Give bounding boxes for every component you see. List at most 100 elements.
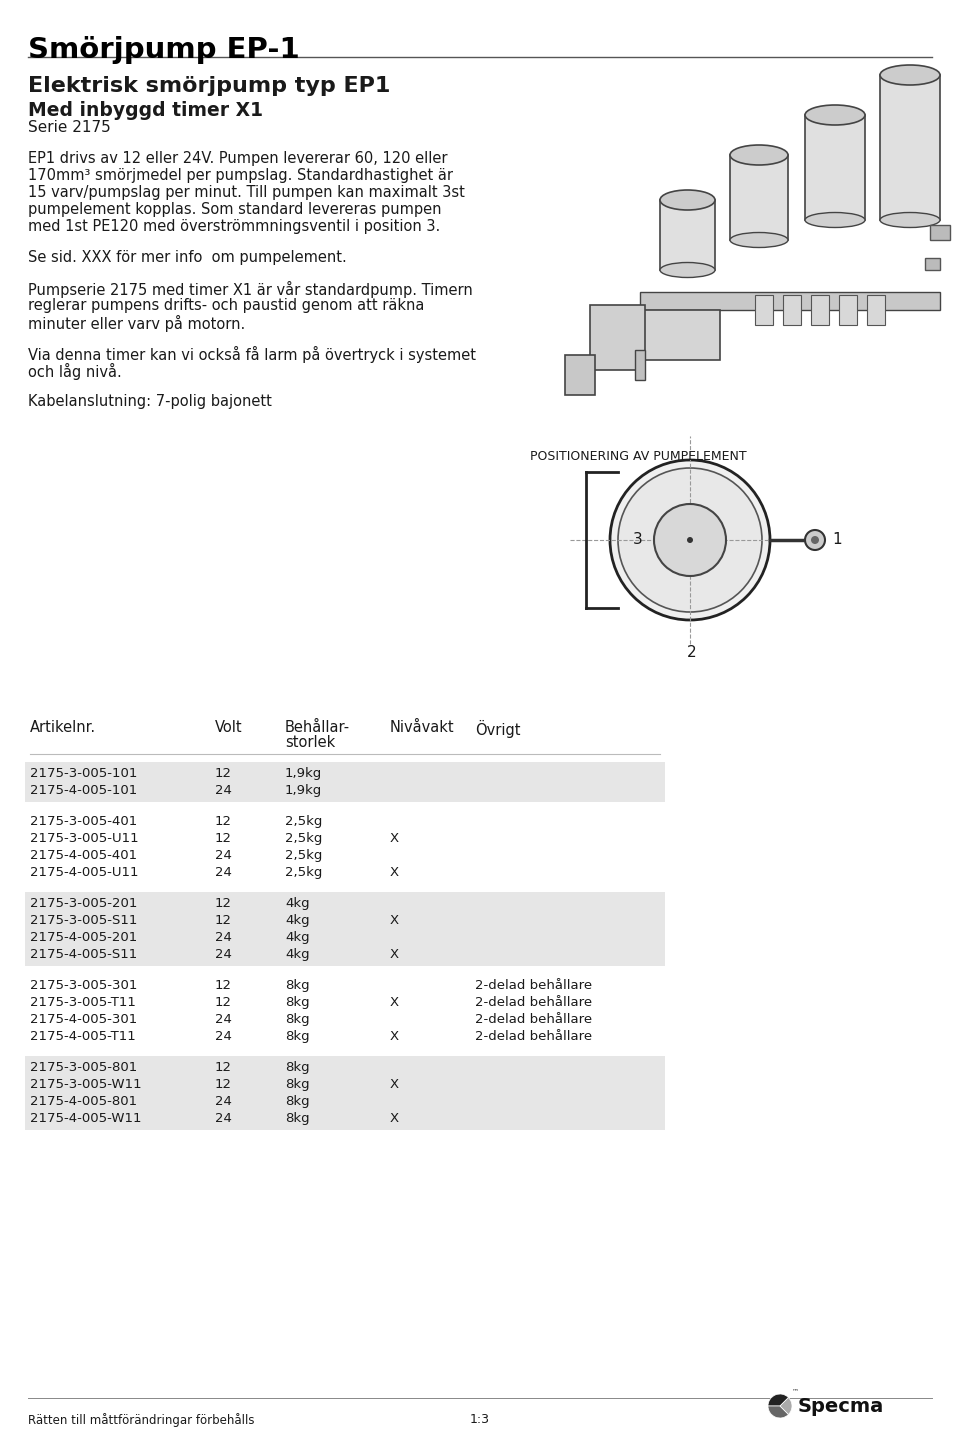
Text: 2175-3-005-T11: 2175-3-005-T11 bbox=[30, 997, 136, 1010]
Bar bbox=[635, 350, 645, 380]
Text: 8kg: 8kg bbox=[285, 1012, 310, 1025]
Bar bbox=[565, 356, 595, 394]
Text: Serie 2175: Serie 2175 bbox=[28, 120, 110, 135]
Bar bbox=[25, 974, 665, 1048]
Text: 1:3: 1:3 bbox=[470, 1412, 490, 1425]
Circle shape bbox=[811, 536, 819, 543]
Text: 3: 3 bbox=[634, 532, 643, 548]
Text: 2-delad behållare: 2-delad behållare bbox=[475, 1030, 592, 1043]
Text: 1,9kg: 1,9kg bbox=[285, 767, 323, 780]
Text: 12: 12 bbox=[215, 832, 232, 845]
Text: EP1 drivs av 12 eller 24V. Pumpen levererar 60, 120 eller: EP1 drivs av 12 eller 24V. Pumpen levere… bbox=[28, 151, 447, 166]
Text: Nivåvakt: Nivåvakt bbox=[390, 720, 455, 736]
Ellipse shape bbox=[660, 262, 715, 278]
Text: 24: 24 bbox=[215, 784, 232, 797]
Text: X: X bbox=[390, 832, 399, 845]
Text: Se sid. XXX för mer info  om pumpelement.: Se sid. XXX för mer info om pumpelement. bbox=[28, 250, 347, 265]
Text: 8kg: 8kg bbox=[285, 1111, 310, 1126]
Text: 12: 12 bbox=[215, 997, 232, 1010]
Ellipse shape bbox=[660, 189, 715, 209]
Text: 2,5kg: 2,5kg bbox=[285, 849, 323, 862]
Text: 1,9kg: 1,9kg bbox=[285, 784, 323, 797]
Text: 2,5kg: 2,5kg bbox=[285, 866, 323, 879]
Text: 2175-4-005-101: 2175-4-005-101 bbox=[30, 784, 137, 797]
Text: 8kg: 8kg bbox=[285, 1061, 310, 1074]
Text: Elektrisk smörjpump typ EP1: Elektrisk smörjpump typ EP1 bbox=[28, 76, 391, 96]
Wedge shape bbox=[780, 1398, 792, 1414]
Text: 2,5kg: 2,5kg bbox=[285, 815, 323, 827]
Text: Artikelnr.: Artikelnr. bbox=[30, 720, 96, 736]
Text: Rätten till måttförändringar förbehålls: Rätten till måttförändringar förbehålls bbox=[28, 1412, 254, 1427]
Text: 24: 24 bbox=[215, 866, 232, 879]
Text: 2175-3-005-U11: 2175-3-005-U11 bbox=[30, 832, 138, 845]
Text: 2175-3-005-801: 2175-3-005-801 bbox=[30, 1061, 137, 1074]
Text: 12: 12 bbox=[215, 815, 232, 827]
Text: ™: ™ bbox=[792, 1388, 799, 1394]
Text: 24: 24 bbox=[215, 849, 232, 862]
Circle shape bbox=[687, 536, 693, 543]
Bar bbox=[590, 305, 645, 370]
Bar bbox=[930, 225, 950, 239]
Text: 8kg: 8kg bbox=[285, 997, 310, 1010]
Text: 2-delad behållare: 2-delad behållare bbox=[475, 997, 592, 1010]
Text: 2175-3-005-W11: 2175-3-005-W11 bbox=[30, 1078, 142, 1091]
Text: 2175-3-005-401: 2175-3-005-401 bbox=[30, 815, 137, 827]
Text: 24: 24 bbox=[215, 1012, 232, 1025]
Text: och låg nivå.: och låg nivå. bbox=[28, 363, 122, 380]
Ellipse shape bbox=[730, 232, 788, 248]
Circle shape bbox=[805, 531, 825, 551]
Bar bbox=[839, 295, 857, 326]
Text: 15 varv/pumpslag per minut. Till pumpen kan maximalt 3st: 15 varv/pumpslag per minut. Till pumpen … bbox=[28, 185, 465, 199]
Bar bbox=[490, 65, 950, 430]
Text: 4kg: 4kg bbox=[285, 931, 310, 944]
Text: 4kg: 4kg bbox=[285, 948, 310, 961]
Text: 12: 12 bbox=[215, 767, 232, 780]
Text: minuter eller varv på motorn.: minuter eller varv på motorn. bbox=[28, 315, 245, 333]
Bar bbox=[755, 295, 773, 326]
Text: 12: 12 bbox=[215, 898, 232, 911]
Text: 2175-3-005-301: 2175-3-005-301 bbox=[30, 979, 137, 992]
Text: 8kg: 8kg bbox=[285, 1078, 310, 1091]
Text: X: X bbox=[390, 1030, 399, 1043]
Bar bbox=[25, 892, 665, 967]
Text: Övrigt: Övrigt bbox=[475, 720, 520, 739]
Text: 12: 12 bbox=[215, 1061, 232, 1074]
Text: 2175-3-005-201: 2175-3-005-201 bbox=[30, 898, 137, 911]
Text: Kabelanslutning: 7-polig bajonett: Kabelanslutning: 7-polig bajonett bbox=[28, 394, 272, 409]
Ellipse shape bbox=[880, 65, 940, 85]
Text: 2175-4-005-301: 2175-4-005-301 bbox=[30, 1012, 137, 1025]
Ellipse shape bbox=[805, 105, 865, 125]
Text: 2175-4-005-W11: 2175-4-005-W11 bbox=[30, 1111, 141, 1126]
Text: 12: 12 bbox=[215, 913, 232, 926]
Text: 24: 24 bbox=[215, 1096, 232, 1108]
Text: 2,5kg: 2,5kg bbox=[285, 832, 323, 845]
Bar bbox=[25, 1055, 665, 1130]
Text: X: X bbox=[390, 948, 399, 961]
Text: med 1st PE120 med överströmmningsventil i position 3.: med 1st PE120 med överströmmningsventil … bbox=[28, 219, 441, 234]
Text: 1: 1 bbox=[832, 532, 842, 548]
Wedge shape bbox=[768, 1405, 788, 1418]
Bar bbox=[640, 293, 940, 310]
Text: 8kg: 8kg bbox=[285, 1030, 310, 1043]
Text: X: X bbox=[390, 866, 399, 879]
Bar bbox=[640, 310, 720, 360]
Text: Pumpserie 2175 med timer X1 är vår standardpump. Timern: Pumpserie 2175 med timer X1 är vår stand… bbox=[28, 281, 472, 298]
Text: 170mm³ smörjmedel per pumpslag. Standardhastighet är: 170mm³ smörjmedel per pumpslag. Standard… bbox=[28, 168, 453, 184]
Text: Via denna timer kan vi också få larm på övertryck i systemet: Via denna timer kan vi också få larm på … bbox=[28, 346, 476, 363]
Text: 2175-4-005-U11: 2175-4-005-U11 bbox=[30, 866, 138, 879]
Bar bbox=[25, 810, 665, 883]
Text: 2-delad behållare: 2-delad behållare bbox=[475, 1012, 592, 1025]
Text: 2175-4-005-801: 2175-4-005-801 bbox=[30, 1096, 137, 1108]
Text: POSITIONERING AV PUMPELEMENT: POSITIONERING AV PUMPELEMENT bbox=[530, 450, 747, 463]
Ellipse shape bbox=[805, 212, 865, 228]
Text: Med inbyggd timer X1: Med inbyggd timer X1 bbox=[28, 100, 263, 120]
Text: X: X bbox=[390, 997, 399, 1010]
Text: 12: 12 bbox=[215, 1078, 232, 1091]
Text: 2175-4-005-201: 2175-4-005-201 bbox=[30, 931, 137, 944]
Bar bbox=[925, 258, 940, 270]
Text: 2: 2 bbox=[687, 645, 697, 660]
Text: 24: 24 bbox=[215, 948, 232, 961]
Circle shape bbox=[654, 503, 726, 576]
Text: 2175-3-005-101: 2175-3-005-101 bbox=[30, 767, 137, 780]
Text: Volt: Volt bbox=[215, 720, 243, 736]
